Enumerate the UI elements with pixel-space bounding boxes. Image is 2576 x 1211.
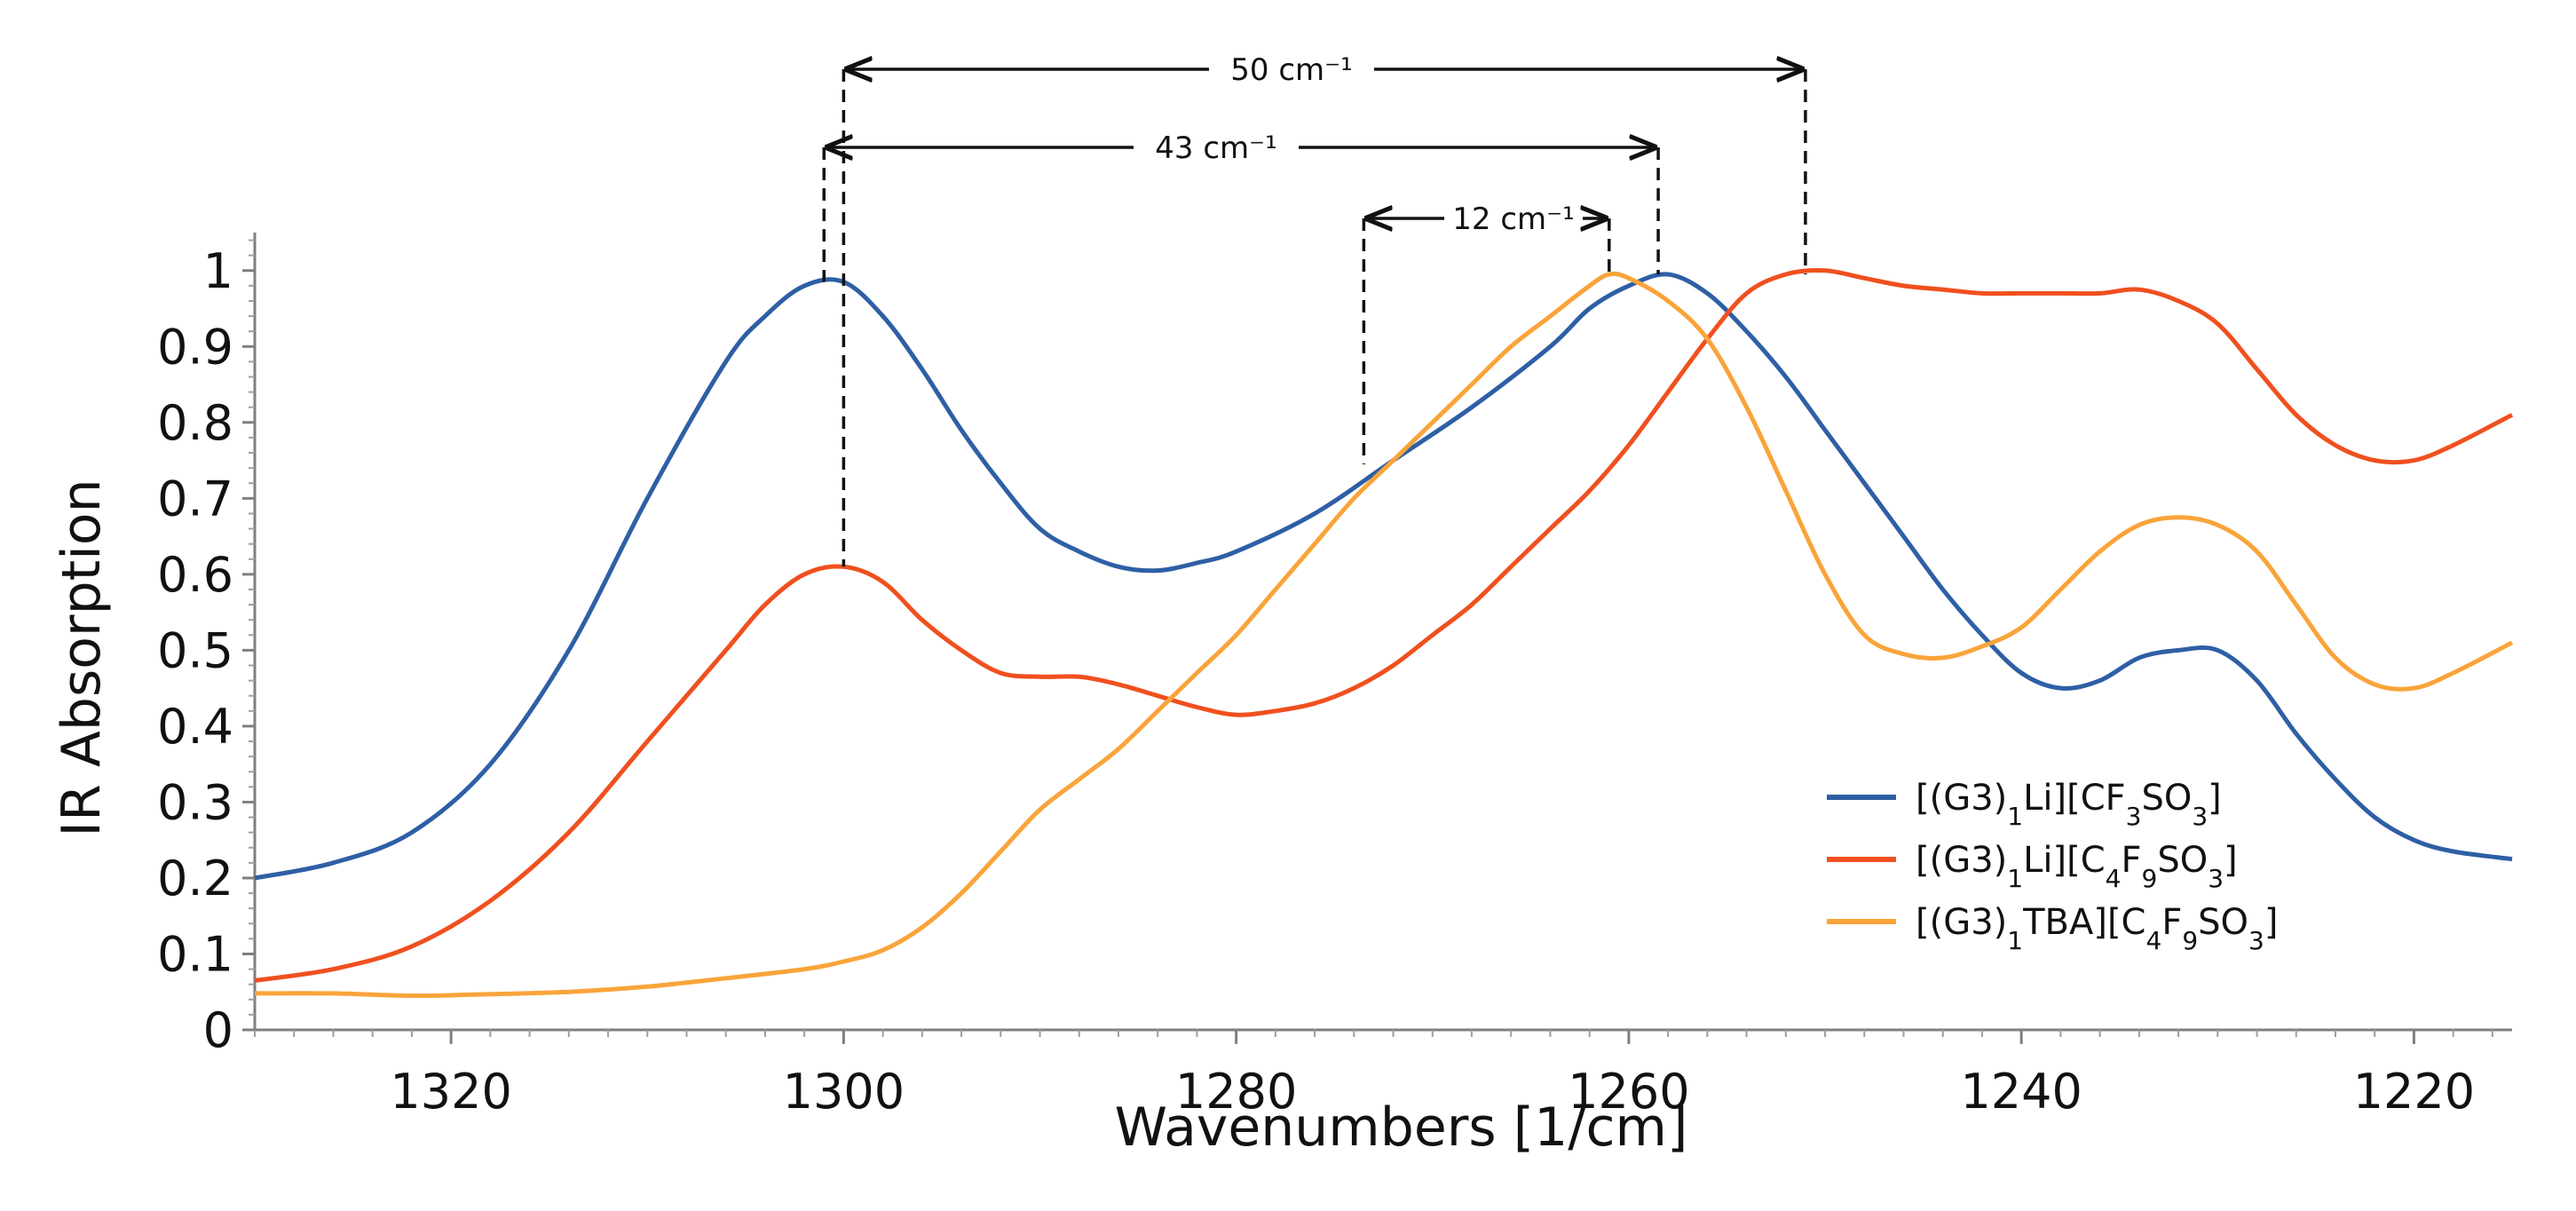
y-tick-label: 0.4 (157, 699, 233, 755)
x-tick-label: 1260 (1568, 1064, 1689, 1120)
legend-subscript: 3 (2248, 926, 2264, 955)
legend-text: SO (2157, 840, 2208, 881)
y-tick-label: 1 (203, 243, 233, 299)
y-axis-title: IR Absorption (51, 479, 113, 836)
legend: [(G3)1Li][CF3SO3][(G3)1Li][C4F9SO3][(G3)… (1827, 778, 2278, 955)
legend-subscript: 9 (2141, 864, 2157, 893)
legend-text: F (2121, 840, 2141, 881)
axes: 1320 1300 1280 1260 1240 1220 0 0.1 0.2 0.3 0.4 0.5… (157, 233, 2512, 1120)
legend-subscript: 1 (2007, 802, 2023, 831)
y-tick-label: 0.3 (157, 774, 233, 830)
shift-label: 43 cm⁻¹ (1155, 131, 1276, 166)
legend-text: [(G3) (1916, 902, 2007, 943)
legend-label: [(G3)1Li][C4F9SO3] (1916, 840, 2238, 893)
x-axis-title: Wavenumbers [1/cm] (1115, 1096, 1688, 1159)
y-tick-label: 0.9 (157, 319, 233, 375)
legend-subscript: 3 (2208, 864, 2224, 893)
legend-subscript: 3 (2192, 802, 2208, 831)
legend-text: ] (2224, 840, 2238, 881)
y-tick-label: 0.8 (157, 395, 233, 451)
y-tick-label: 0.7 (157, 471, 233, 526)
shift-label: 12 cm⁻¹ (1452, 202, 1574, 237)
legend-subscript: 9 (2182, 926, 2198, 955)
legend-text: TBA][C (2022, 902, 2145, 943)
y-tick-label: 0 (203, 1002, 233, 1058)
legend-label: [(G3)1TBA][C4F9SO3] (1916, 902, 2278, 955)
shift-label: 50 cm⁻¹ (1230, 52, 1352, 88)
y-tick-label: 0.6 (157, 547, 233, 603)
series-line-3 (254, 271, 2514, 999)
x-tick-label: 1300 (783, 1064, 905, 1120)
legend-label: [(G3)1Li][CF3SO3] (1916, 778, 2222, 831)
legend-subscript: 1 (2007, 926, 2023, 955)
legend-subscript: 1 (2007, 864, 2023, 893)
legend-text: Li][CF (2023, 778, 2126, 819)
x-tick-label: 1220 (2353, 1064, 2475, 1120)
series-line-1 (254, 272, 2513, 881)
legend-text: ] (2208, 778, 2222, 819)
legend-subscript: 3 (2126, 802, 2142, 831)
legend-subscript: 4 (2145, 926, 2161, 955)
series-line-2 (254, 268, 2514, 983)
y-tick-label: 0.5 (157, 622, 233, 678)
x-tick-label: 1280 (1175, 1064, 1297, 1120)
y-tick-label: 0.2 (157, 851, 233, 906)
legend-text: SO (2198, 902, 2248, 943)
legend-text: F (2161, 902, 2182, 943)
x-tick-label: 1240 (1960, 1064, 2082, 1120)
legend-text: Li][C (2023, 840, 2106, 881)
y-tick-label: 0.1 (157, 926, 233, 982)
legend-subscript: 4 (2106, 864, 2122, 893)
legend-text: [(G3) (1916, 778, 2007, 819)
legend-text: SO (2141, 778, 2192, 819)
legend-text: [(G3) (1916, 840, 2007, 881)
x-tick-label: 1320 (390, 1064, 511, 1120)
series-lines (254, 268, 2514, 999)
peak-shift-annotations: 50 cm⁻¹ 43 cm⁻¹ 12 cm⁻¹ (822, 52, 1807, 567)
legend-text: ] (2264, 902, 2279, 943)
